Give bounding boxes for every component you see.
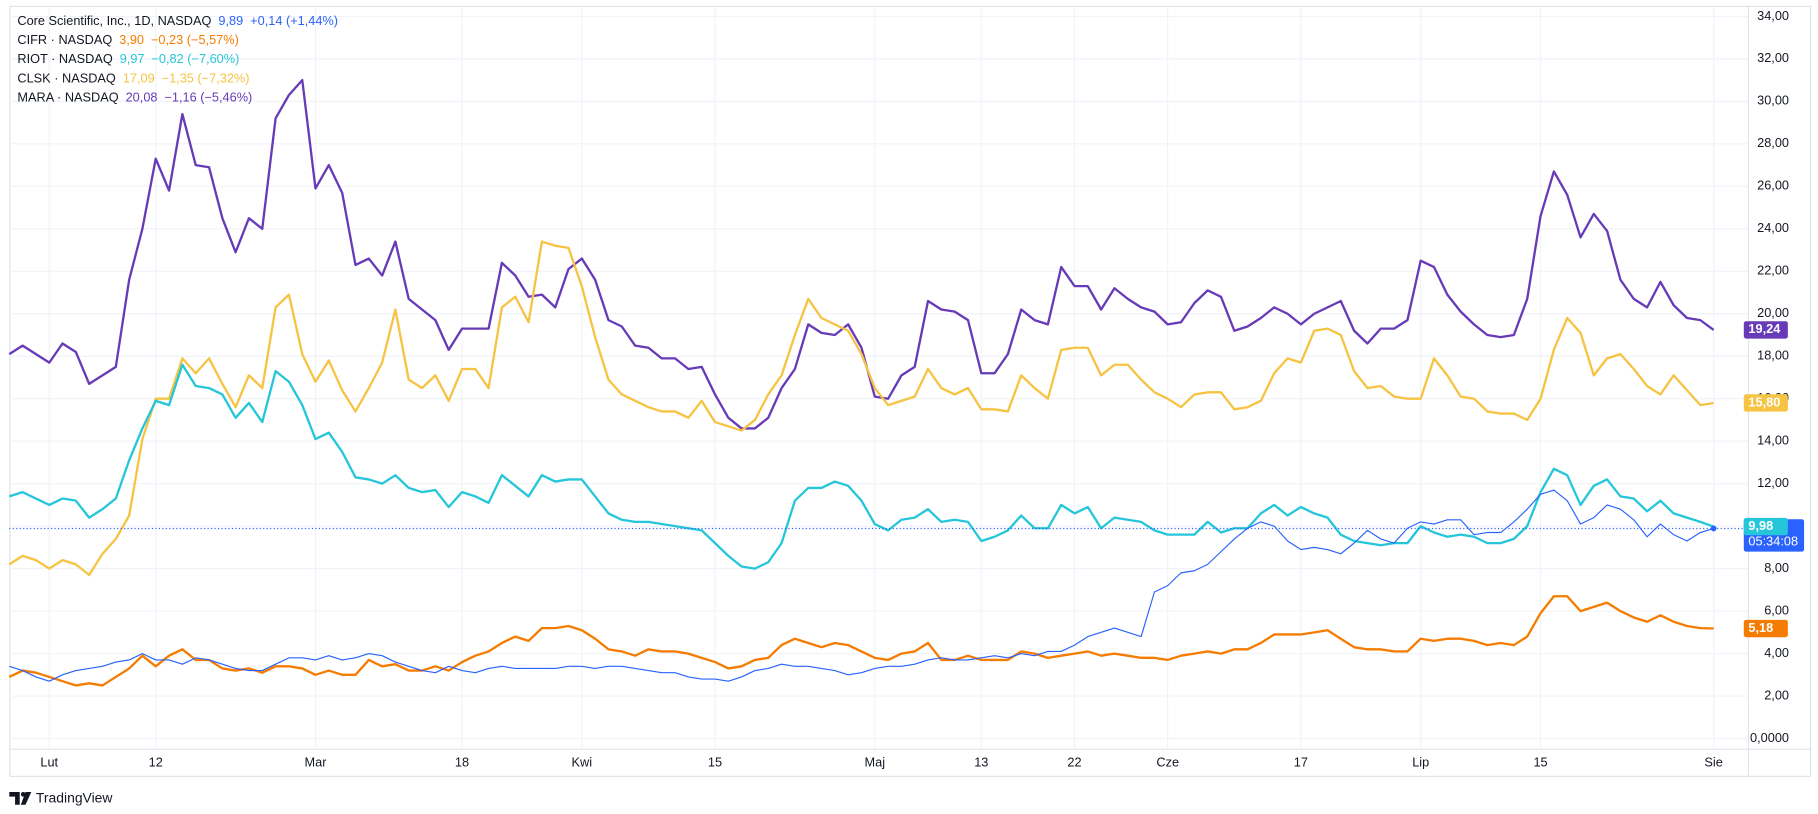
x-tick-label: 12 (149, 754, 163, 769)
y-tick-label: 2,00 (1764, 687, 1789, 702)
price-tag-label: 5,18 (1748, 620, 1773, 635)
x-tick-label: 18 (455, 754, 469, 769)
legend-price: 17,09 (123, 71, 155, 86)
series-line (8, 363, 1715, 570)
legend: Core Scientific, Inc., 1D, NASDAQ 9,89 +0,… (17, 13, 338, 104)
x-tick-label: 15 (708, 754, 722, 769)
x-tick-label: Sie (1704, 754, 1722, 769)
x-tick-label: 17 (1294, 754, 1308, 769)
x-tick-label: 13 (974, 754, 988, 769)
y-tick-label: 4,00 (1764, 645, 1789, 660)
footer-brand: TradingView (36, 790, 113, 806)
logo-mark (20, 792, 32, 805)
y-tick-label: 30,00 (1757, 93, 1789, 108)
legend-change: −0,82 (−7,60%) (151, 52, 239, 67)
y-tick-label: 32,00 (1757, 50, 1789, 65)
legend-price: 9,97 (120, 52, 145, 67)
legend-entry: CIFR · NASDAQ 3,90 −0,23 (−5,57%) (17, 32, 238, 47)
legend-entry: MARA · NASDAQ 20,08 −1,16 (−5,46%) (17, 90, 252, 105)
legend-price: 9,89 (218, 13, 243, 28)
y-tick-label: 12,00 (1757, 475, 1789, 490)
y-tick-label: 28,00 (1757, 135, 1789, 150)
series-line (8, 240, 1714, 577)
x-tick-label: Lip (1412, 754, 1429, 769)
price-tag-label: 15,80 (1748, 394, 1780, 409)
legend-price: 20,08 (126, 90, 158, 105)
legend-entry: CLSK · NASDAQ 17,09 −1,35 (−7,32%) (17, 71, 249, 86)
footer-logo (9, 792, 32, 805)
y-tick-label: 8,00 (1764, 560, 1789, 575)
y-tick-label: 26,00 (1757, 178, 1789, 193)
legend-change: −1,35 (−7,32%) (162, 71, 250, 86)
legend-entry: Core Scientific, Inc., 1D, NASDAQ 9,89 +0,… (17, 13, 338, 28)
x-tick-label: Cze (1156, 754, 1179, 769)
y-tick-label: 24,00 (1757, 220, 1789, 235)
x-tick-label: 22 (1067, 754, 1081, 769)
legend-name: CLSK · NASDAQ (17, 71, 116, 86)
series-line (8, 595, 1714, 687)
legend-name: Core Scientific, Inc., 1D, NASDAQ (17, 13, 211, 28)
price-tag (1743, 321, 1788, 339)
x-tick-label: Mar (305, 754, 328, 769)
y-tick-label: 18,00 (1757, 348, 1789, 363)
axes: 34,00 32,00 30,00 28,00 26,00 24,00 22,00 20,00… (40, 8, 1789, 770)
price-tag (1743, 394, 1788, 412)
price-tag-label: 19,24 (1748, 321, 1781, 336)
current-price-dot (1710, 525, 1717, 532)
x-tick-label: Kwi (572, 754, 593, 769)
price-countdown: 05:34:08 (1748, 534, 1798, 549)
y-tick-label: 14,00 (1757, 433, 1789, 448)
price-tag (1743, 517, 1788, 536)
legend-entry: RIOT · NASDAQ 9,97 −0,82 (−7,60%) (17, 52, 239, 67)
legend-name: MARA · NASDAQ (17, 90, 118, 105)
legend-change: −1,16 (−5,46%) (164, 90, 252, 105)
legend-change: +0,14 (+1,44%) (250, 13, 338, 28)
price-tag-label: 9,98 (1748, 518, 1773, 533)
legend-change: −0,23 (−5,57%) (151, 32, 239, 47)
x-tick-label: Maj (865, 754, 886, 769)
price-tag (1743, 619, 1788, 638)
x-tick-label: Lut (40, 754, 58, 769)
y-tick-label: 0,0000 (1750, 730, 1789, 745)
plot (8, 78, 1749, 687)
series-line (9, 489, 1714, 682)
y-tick-label: 22,00 (1757, 263, 1789, 278)
series-line (8, 78, 1715, 430)
x-tick-label: 15 (1533, 754, 1547, 769)
legend-name: CIFR · NASDAQ (17, 32, 112, 47)
y-tick-label: 6,00 (1764, 602, 1789, 617)
legend-name: RIOT · NASDAQ (17, 52, 112, 67)
y-tick-label: 20,00 (1757, 305, 1789, 320)
y-tick-label: 34,00 (1757, 8, 1789, 23)
logo-mark (9, 792, 20, 805)
legend-price: 3,90 (119, 32, 144, 47)
